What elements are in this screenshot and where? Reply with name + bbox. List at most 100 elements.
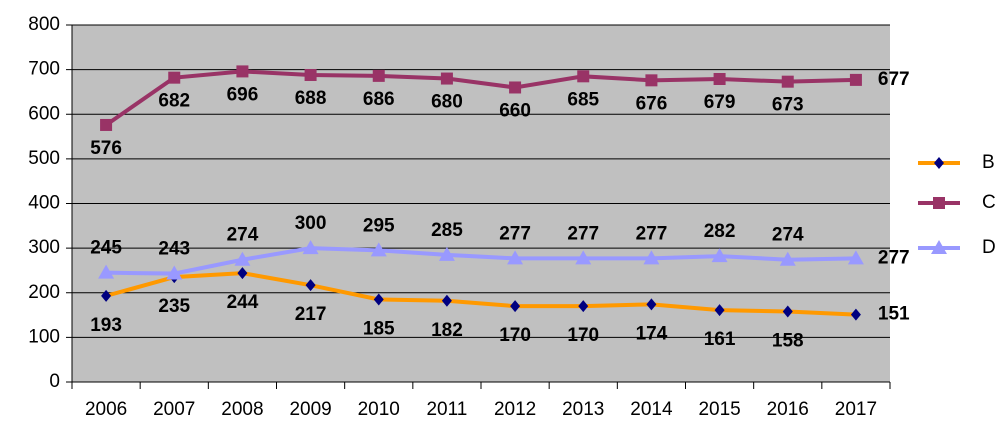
- marker: [166, 265, 183, 280]
- data-label: 193: [90, 315, 122, 336]
- marker: [236, 65, 249, 78]
- x-tick-label: 2008: [221, 399, 263, 420]
- marker: [714, 304, 725, 317]
- data-label: 274: [772, 225, 804, 246]
- marker: [510, 300, 521, 313]
- marker: [370, 242, 387, 257]
- x-tick-label: 2013: [562, 399, 604, 420]
- marker: [781, 75, 794, 88]
- marker: [643, 250, 660, 265]
- data-label: 244: [227, 292, 259, 313]
- data-label: 277: [878, 247, 910, 268]
- marker: [933, 197, 945, 209]
- data-label: 274: [227, 225, 259, 246]
- marker: [577, 70, 590, 83]
- data-label: 576: [90, 138, 122, 159]
- data-label: 673: [772, 95, 804, 116]
- data-label: 285: [431, 220, 463, 241]
- data-label: 282: [704, 221, 736, 242]
- marker: [168, 71, 181, 84]
- data-label: 680: [431, 92, 463, 113]
- data-label: 677: [878, 69, 910, 90]
- series-line: [104, 69, 856, 127]
- data-label: 685: [567, 89, 599, 110]
- data-label: 295: [363, 215, 395, 236]
- marker: [847, 250, 864, 265]
- x-tick-label: 2009: [289, 399, 331, 420]
- y-tick-label: 200: [28, 282, 60, 303]
- data-label: 235: [158, 296, 190, 317]
- x-tick-label: 2014: [630, 399, 673, 420]
- marker: [782, 305, 793, 318]
- legend-label: D: [982, 237, 996, 258]
- y-tick-label: 500: [28, 148, 60, 169]
- marker: [305, 279, 316, 292]
- data-label: 277: [499, 223, 531, 244]
- marker: [779, 251, 796, 266]
- marker: [440, 72, 453, 85]
- series-line: [106, 246, 856, 276]
- y-tick-label: 100: [28, 326, 60, 347]
- y-tick-label: 0: [49, 371, 60, 392]
- y-tick-label: 400: [28, 193, 60, 214]
- data-label: 300: [295, 213, 327, 234]
- x-tick-label: 2015: [698, 399, 740, 420]
- marker: [237, 267, 248, 280]
- marker: [302, 240, 319, 255]
- x-tick-label: 2016: [767, 399, 809, 420]
- legend-label: B: [982, 152, 995, 173]
- x-tick-label: 2017: [835, 399, 877, 420]
- marker: [507, 250, 524, 265]
- marker: [646, 298, 657, 311]
- marker: [934, 157, 944, 169]
- data-label: 277: [567, 223, 599, 244]
- marker: [372, 69, 385, 82]
- data-label: 676: [636, 93, 668, 114]
- data-label: 696: [227, 84, 259, 105]
- x-tick-label: 2011: [426, 399, 467, 420]
- data-label: 679: [704, 92, 736, 113]
- marker: [373, 293, 384, 306]
- y-tick-label: 800: [28, 14, 60, 35]
- data-label: 174: [636, 323, 668, 344]
- y-tick-label: 700: [28, 59, 60, 80]
- legend-label: C: [982, 192, 996, 213]
- data-label: 185: [363, 318, 395, 339]
- data-label: 243: [158, 239, 190, 260]
- marker: [441, 294, 452, 307]
- marker: [578, 300, 589, 313]
- data-label: 277: [636, 223, 668, 244]
- data-label: 170: [567, 325, 599, 346]
- series-line: [105, 271, 857, 317]
- data-label: 161: [704, 329, 736, 350]
- marker: [234, 251, 251, 266]
- data-label: 170: [499, 325, 531, 346]
- data-label: 682: [158, 91, 190, 112]
- marker: [931, 240, 947, 254]
- marker: [850, 308, 861, 321]
- y-tick-label: 600: [28, 103, 60, 124]
- data-label: 660: [499, 100, 531, 121]
- marker: [645, 74, 658, 87]
- data-label: 182: [431, 320, 463, 341]
- data-label: 151: [878, 304, 910, 325]
- marker: [575, 250, 592, 265]
- marker: [98, 264, 115, 279]
- marker: [849, 73, 862, 86]
- marker: [101, 289, 112, 302]
- data-label: 686: [363, 89, 395, 110]
- marker: [711, 248, 728, 263]
- x-tick-label: 2006: [85, 399, 127, 420]
- x-tick-label: 2012: [494, 399, 536, 420]
- marker: [713, 72, 726, 85]
- data-label: 158: [772, 331, 804, 352]
- data-label: 688: [295, 88, 327, 109]
- x-tick-label: 2010: [358, 399, 400, 420]
- marker: [100, 118, 113, 131]
- data-label: 245: [90, 238, 122, 259]
- marker: [304, 68, 317, 81]
- data-label: 217: [295, 304, 327, 325]
- marker: [509, 81, 522, 94]
- marker: [438, 246, 455, 261]
